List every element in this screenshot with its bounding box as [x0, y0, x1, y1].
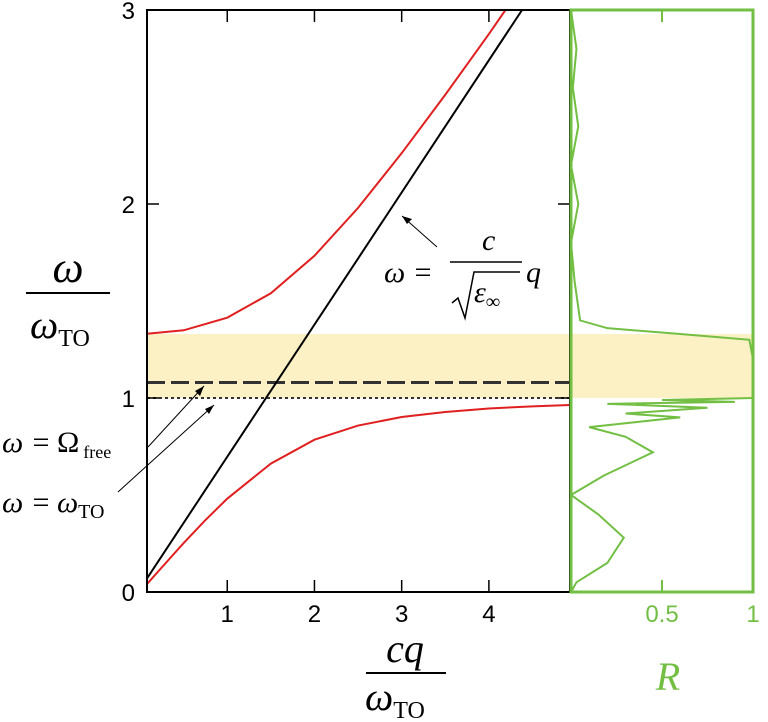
series-line [569, 9, 754, 593]
x-label-num: cq [386, 626, 424, 671]
right-frame [569, 8, 755, 594]
x-tick-label: 0.5 [645, 601, 678, 628]
left-frame [146, 9, 571, 593]
plot-area: 0 1 2 3 1 2 3 4 0.5 1 [122, 0, 760, 628]
eps-sub: ∞ [486, 291, 500, 313]
den: ω [30, 302, 58, 347]
eps: ε [474, 276, 486, 309]
x-tick-label: 3 [395, 601, 408, 628]
den-sub: TO [393, 698, 425, 722]
arrow-head [205, 405, 214, 414]
den-sub: TO [58, 326, 90, 352]
sqrt-sign [451, 271, 520, 321]
band [571, 333, 753, 398]
annotation-den: ε∞ [474, 276, 500, 313]
arrow-head [195, 386, 204, 396]
y-tick-label: 0 [122, 580, 135, 607]
arrow [117, 404, 215, 493]
den: ω [365, 674, 393, 719]
lhs: ω = [2, 486, 51, 519]
band [147, 333, 570, 398]
annotation-factor: q [526, 256, 541, 289]
x-tick-label: 1 [746, 601, 759, 628]
y-tick-label: 1 [122, 386, 135, 413]
annotation-lhs: ω = [384, 256, 433, 289]
y-tick-label: 2 [122, 192, 135, 219]
annotation-omega-to: ω = ωTO [2, 486, 104, 523]
x-tick-label: 4 [482, 601, 495, 628]
arrow-head [402, 216, 412, 224]
x-tick-label: 1 [221, 601, 234, 628]
x-label-den: ωTO [365, 674, 425, 722]
arrow [147, 385, 205, 448]
x-tick-label: 2 [308, 601, 321, 628]
y-label-num: ω [52, 243, 83, 292]
lhs: ω = [2, 426, 51, 459]
symbol: ω [57, 486, 78, 519]
series-line [146, 403, 571, 585]
y-tick-label: 3 [122, 0, 135, 25]
sub: free [83, 442, 111, 462]
y-label-den: ωTO [30, 302, 90, 352]
symbol: Ω [57, 426, 79, 459]
bands [147, 333, 753, 398]
r-label: R [655, 654, 680, 699]
series-line [146, 9, 523, 579]
series-line [146, 9, 507, 335]
annotation-num: c [482, 224, 495, 257]
sub: TO [78, 501, 104, 523]
